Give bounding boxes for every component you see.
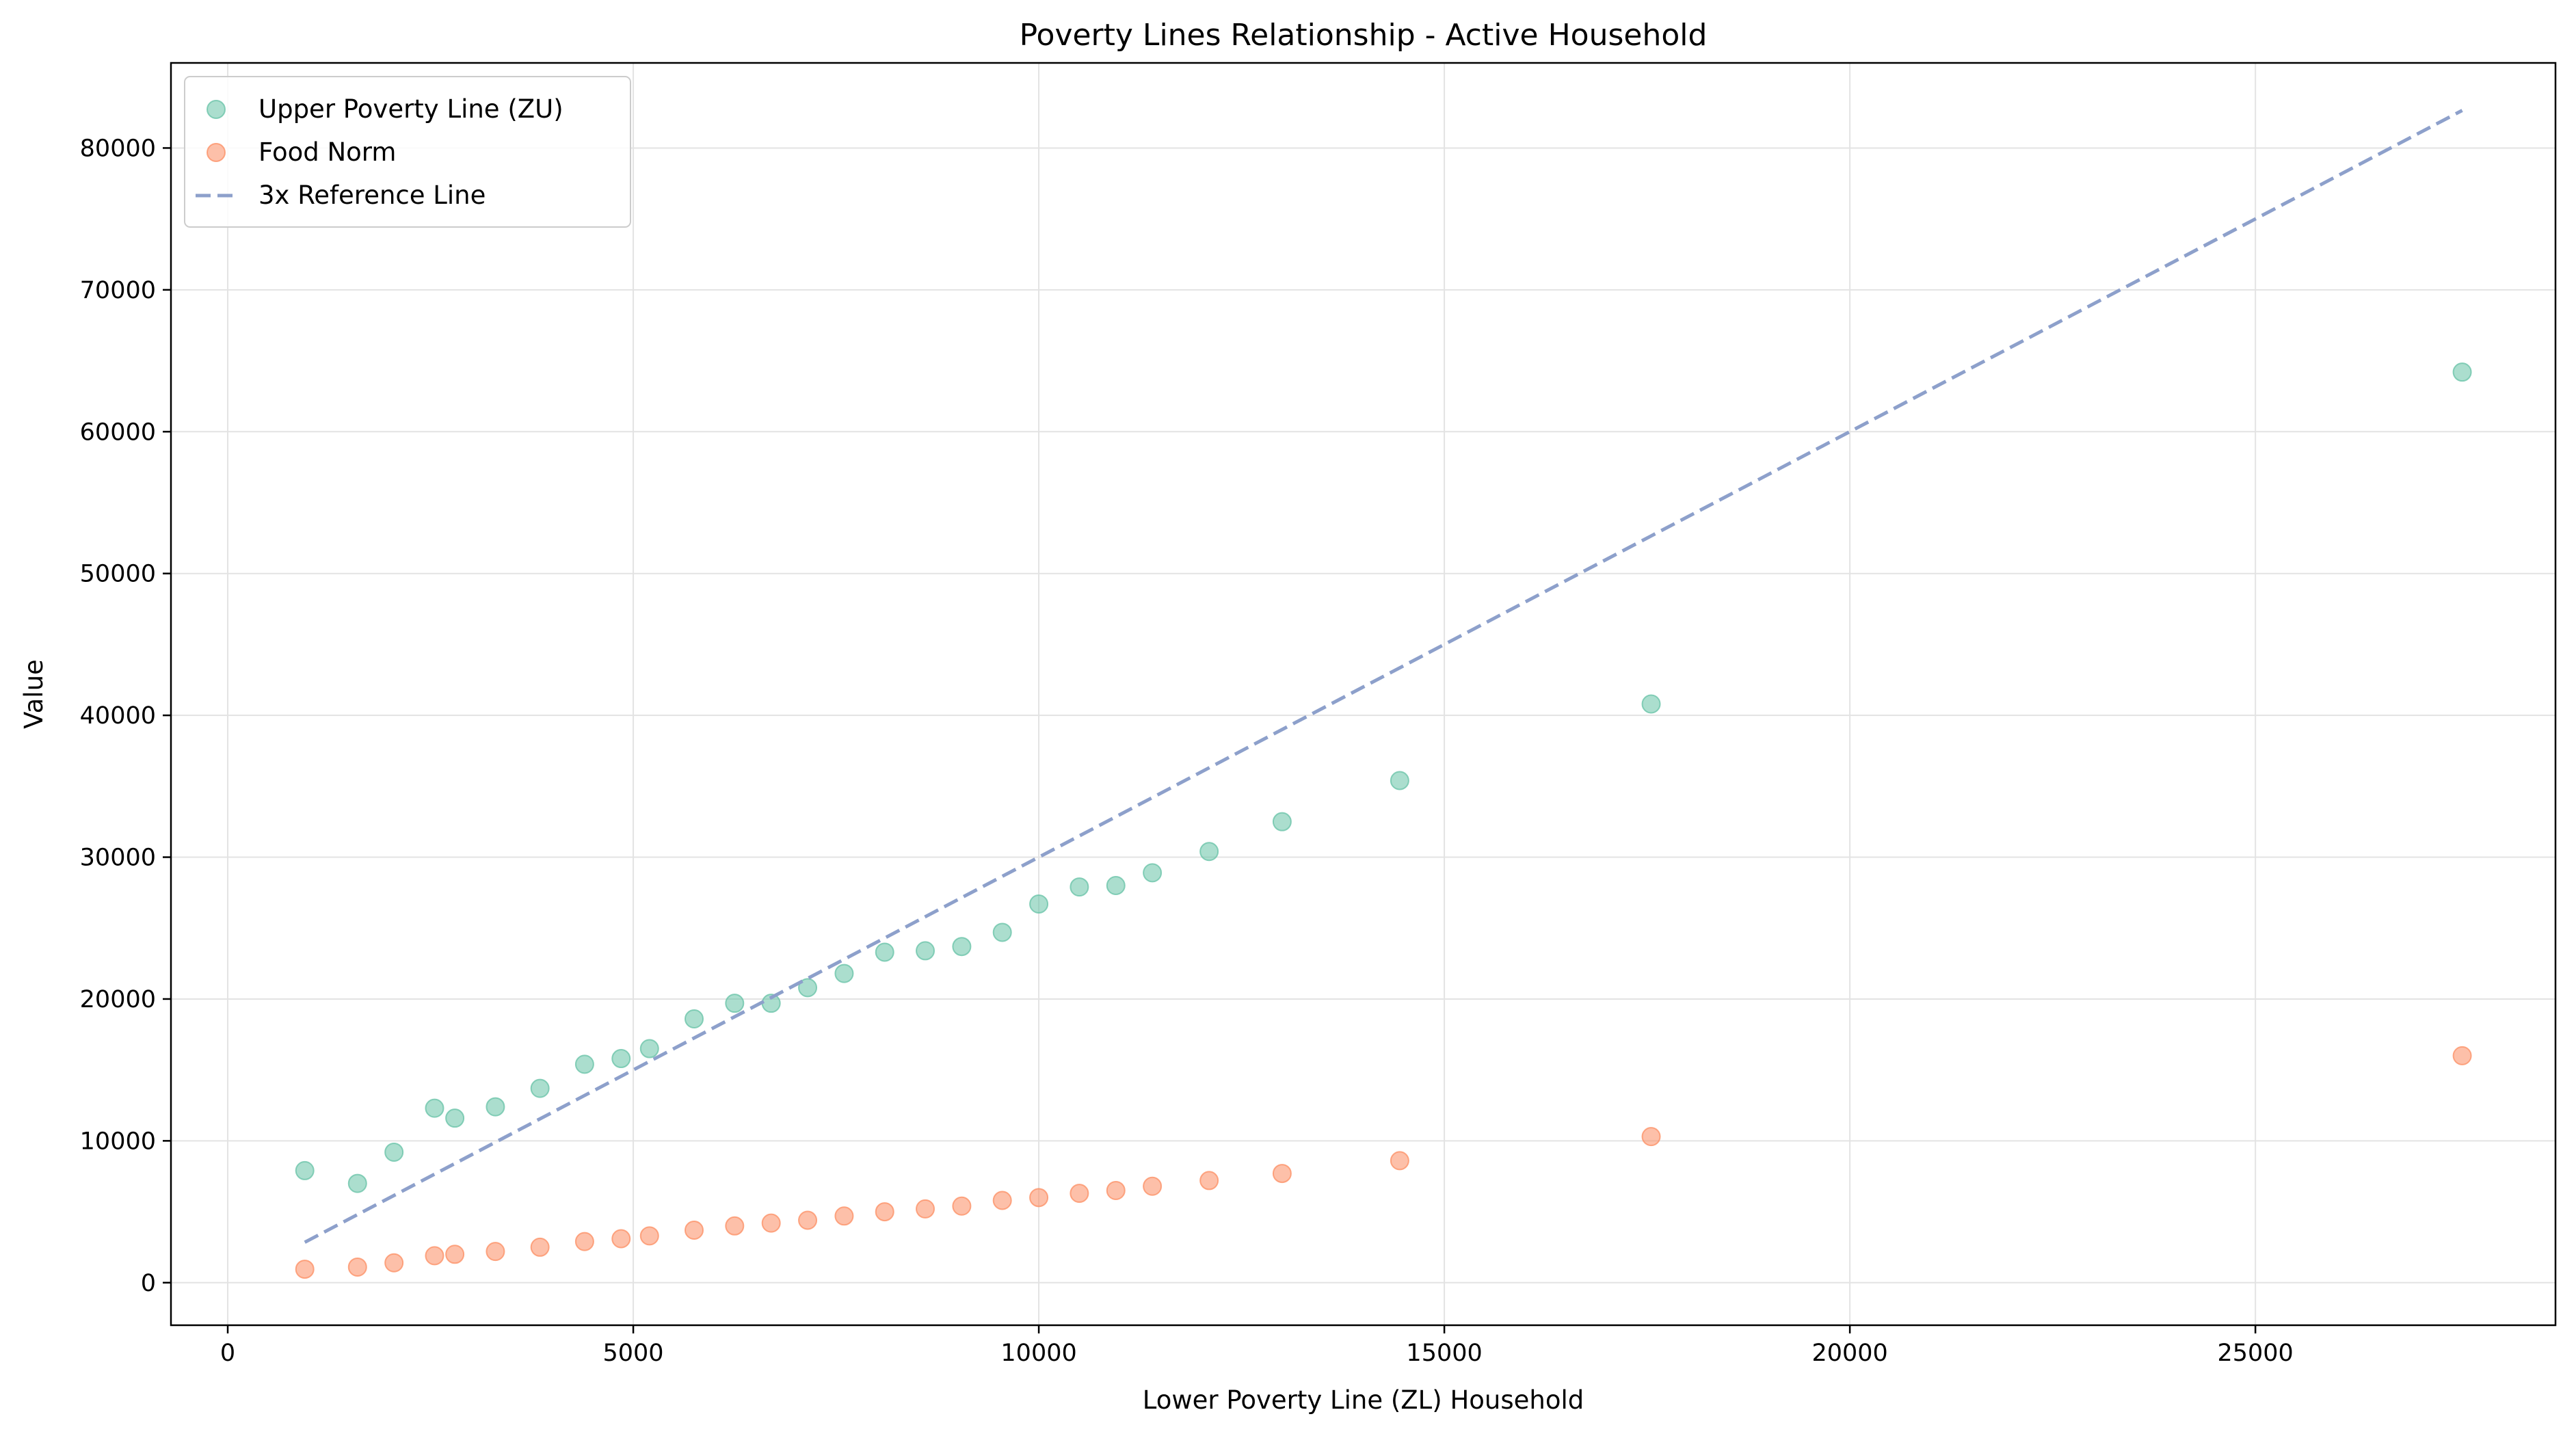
data-point [384, 1142, 404, 1162]
y-axis-label: Value [19, 659, 49, 729]
data-point [2452, 362, 2472, 382]
x-tick-label: 20000 [1811, 1340, 1887, 1367]
data-point [875, 1202, 894, 1222]
data-point [685, 1009, 704, 1028]
x-tick-label: 0 [220, 1340, 235, 1367]
data-point [685, 1221, 704, 1240]
data-point [530, 1078, 550, 1098]
x-tick-label: 15000 [1406, 1340, 1482, 1367]
data-point [1641, 1127, 1661, 1147]
data-point [574, 1232, 594, 1251]
y-tick-label: 40000 [80, 702, 156, 730]
series-layer [295, 109, 2472, 1279]
data-point [530, 1237, 550, 1257]
data-point [834, 963, 854, 983]
legend-marker [207, 143, 226, 162]
data-point [1029, 1188, 1049, 1208]
data-point [1390, 771, 1409, 790]
legend-label: 3x Reference Line [258, 181, 486, 210]
plot-frame [170, 62, 2557, 1327]
x-axis-label: Lower Poverty Line (ZL) Household [1143, 1385, 1584, 1415]
y-tick-label: 60000 [80, 418, 156, 446]
data-point [1272, 1164, 1292, 1184]
data-point [725, 1216, 745, 1236]
data-point [295, 1260, 315, 1279]
data-point [425, 1098, 444, 1118]
data-point [384, 1253, 404, 1273]
data-point [639, 1226, 659, 1246]
chart-title: Poverty Lines Relationship - Active Hous… [1020, 18, 1708, 53]
data-point [445, 1245, 465, 1264]
data-point [761, 1213, 781, 1233]
legend: Upper Poverty Line (ZU) Food Norm 3x Refer… [184, 76, 631, 228]
data-point [1106, 876, 1126, 896]
series-2 [304, 109, 2463, 1244]
series-1 [295, 1046, 2472, 1279]
data-point [992, 1191, 1012, 1210]
data-point [1641, 694, 1661, 714]
y-tick-label: 30000 [80, 845, 156, 872]
data-point [875, 942, 894, 962]
data-point [916, 1199, 935, 1219]
data-point [992, 922, 1012, 942]
data-point [1029, 894, 1049, 914]
data-point [486, 1242, 505, 1262]
data-point [952, 1196, 972, 1216]
y-tick-label: 10000 [80, 1128, 156, 1155]
y-ticks: 0 10000 20000 30000 40000 50000 60000 70000 8000… [80, 135, 171, 1297]
x-tick-label: 10000 [1000, 1340, 1076, 1367]
grid-lines [171, 63, 2555, 1325]
data-point [1143, 863, 1163, 883]
data-point [1272, 812, 1292, 832]
y-tick-label: 20000 [80, 986, 156, 1013]
data-point [2452, 1046, 2472, 1065]
data-point [798, 978, 818, 998]
data-point [1199, 1171, 1219, 1191]
data-point [347, 1257, 367, 1277]
legend-box [184, 76, 631, 228]
data-point [798, 1210, 818, 1230]
data-point [486, 1097, 505, 1117]
legend-marker [207, 100, 226, 119]
data-point [916, 941, 935, 961]
data-point [611, 1229, 631, 1249]
y-tick-label: 70000 [80, 277, 156, 304]
data-point [611, 1049, 631, 1069]
data-point [347, 1173, 367, 1193]
data-point [574, 1054, 594, 1074]
x-tick-label: 5000 [603, 1340, 664, 1367]
data-point [1143, 1176, 1163, 1196]
legend-label: Upper Poverty Line (ZU) [258, 94, 563, 124]
legend-label: Food Norm [258, 137, 396, 167]
data-point [425, 1246, 444, 1266]
data-point [445, 1108, 465, 1128]
data-point [725, 994, 745, 1013]
x-tick-label: 25000 [2217, 1340, 2293, 1367]
reference-line [304, 109, 2463, 1244]
x-ticks: 0 5000 10000 15000 20000 25000 [220, 1325, 2294, 1367]
data-point [1199, 842, 1219, 862]
data-point [1070, 877, 1089, 897]
data-point [834, 1206, 854, 1226]
series-0 [295, 362, 2472, 1193]
data-point [952, 937, 972, 957]
data-point [1070, 1184, 1089, 1204]
y-tick-label: 0 [141, 1270, 156, 1297]
data-point [1106, 1180, 1126, 1200]
data-point [639, 1039, 659, 1059]
data-point [1390, 1151, 1409, 1171]
y-tick-label: 80000 [80, 135, 156, 162]
y-tick-label: 50000 [80, 561, 156, 588]
data-point [295, 1160, 315, 1180]
